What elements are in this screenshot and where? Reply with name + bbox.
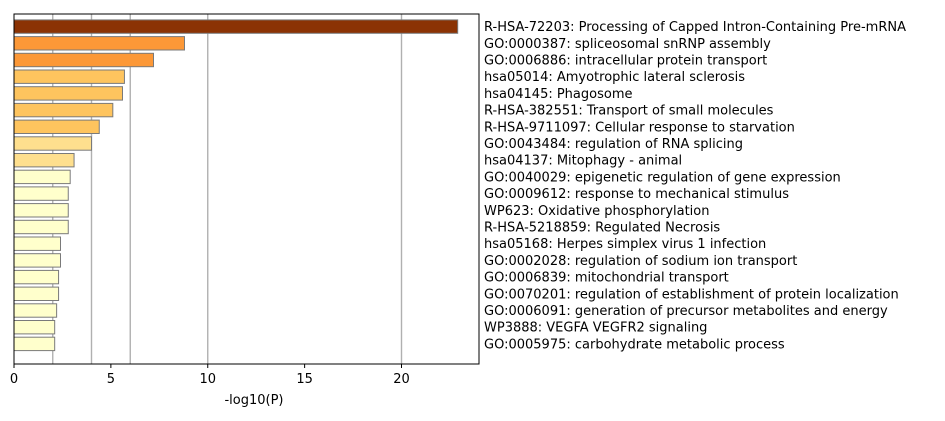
bar: [13, 52, 154, 68]
bar: [13, 69, 125, 84]
category-label: R-HSA-72203: Processing of Capped Intron…: [484, 20, 906, 35]
bar: [13, 153, 75, 168]
category-label: hsa04145: Phagosome: [484, 87, 632, 102]
x-tick-label: 0: [10, 372, 18, 387]
x-ticks: 0 5 10 15 20: [10, 364, 410, 387]
category-label: GO:0005975: carbohydrate metabolic proce…: [484, 337, 785, 352]
bar: [13, 186, 69, 201]
plot-frame: [13, 13, 480, 365]
category-label: GO:0070201: regulation of establishment …: [484, 287, 899, 302]
bars: [13, 19, 459, 352]
bar: [13, 36, 185, 51]
category-label: hsa05014: Amyotrophic lateral sclerosis: [484, 70, 745, 85]
bar: [13, 219, 69, 235]
category-label: WP623: Oxidative phosphorylation: [484, 204, 710, 219]
category-labels: R-HSA-72203: Processing of Capped Intron…: [484, 20, 906, 352]
bar: [13, 269, 60, 285]
category-label: GO:0000387: spliceosomal snRNP assembly: [484, 37, 771, 52]
x-tick-label: 5: [107, 372, 115, 387]
bar: [13, 102, 114, 118]
bar: [13, 320, 56, 335]
bar: [13, 19, 459, 34]
bar: [13, 253, 61, 268]
category-label: R-HSA-382551: Transport of small molecul…: [484, 104, 774, 119]
category-label: GO:0040029: epigenetic regulation of gen…: [484, 170, 841, 185]
axes: [13, 13, 480, 365]
category-label: GO:0009612: response to mechanical stimu…: [484, 187, 789, 202]
bar: [13, 86, 123, 101]
category-label: R-HSA-9711097: Cellular response to star…: [484, 120, 795, 135]
category-label: R-HSA-5218859: Regulated Necrosis: [484, 221, 720, 236]
bar: [13, 136, 92, 151]
category-label: GO:0043484: regulation of RNA splicing: [484, 137, 743, 152]
bar: [13, 203, 69, 218]
x-tick-label: 10: [199, 372, 216, 387]
category-label: GO:0006091: generation of precursor meta…: [484, 304, 888, 319]
bar: [13, 303, 58, 318]
category-label: GO:0006839: mitochondrial transport: [484, 271, 729, 286]
category-label: hsa05168: Herpes simplex virus 1 infecti…: [484, 237, 766, 252]
category-label: hsa04137: Mitophagy - animal: [484, 154, 682, 169]
bar: [13, 286, 60, 302]
category-label: GO:0006886: intracellular protein transp…: [484, 54, 767, 69]
x-axis-label: -log10(P): [224, 393, 283, 408]
bar: [13, 119, 100, 134]
bar: [13, 336, 56, 352]
x-tick-label: 15: [296, 372, 313, 387]
bar: [13, 169, 71, 185]
category-label: GO:0002028: regulation of sodium ion tra…: [484, 254, 797, 269]
category-label: WP3888: VEGFA VEGFR2 signaling: [484, 321, 707, 336]
bar: [13, 236, 61, 251]
x-tick-label: 20: [393, 372, 410, 387]
